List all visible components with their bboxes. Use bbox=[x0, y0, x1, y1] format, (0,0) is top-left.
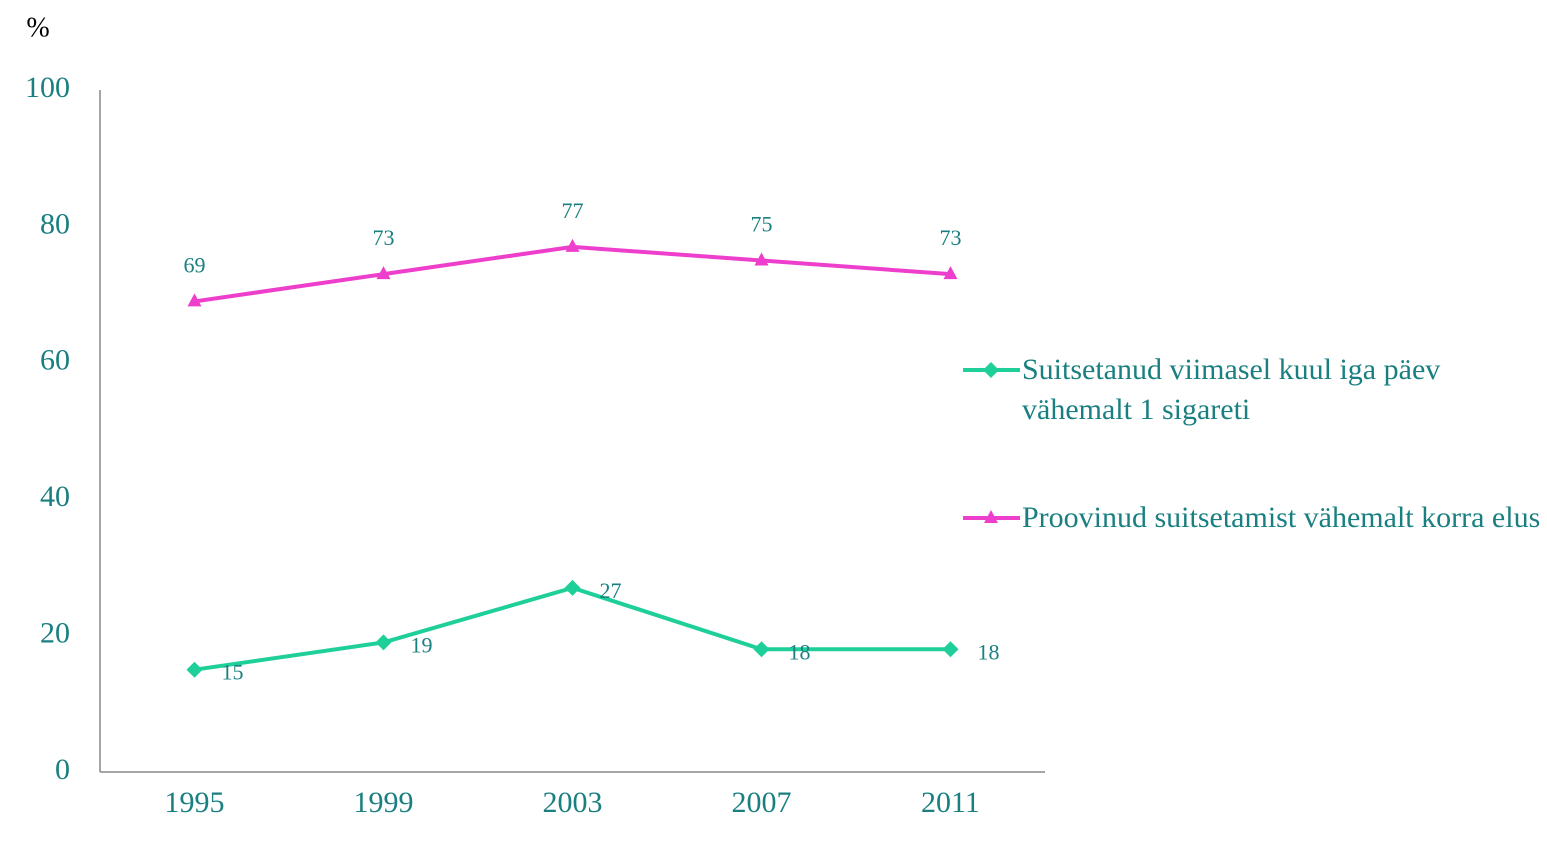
point bbox=[942, 641, 959, 658]
point bbox=[753, 641, 770, 658]
data-label: 18 bbox=[978, 639, 1000, 664]
point bbox=[565, 238, 580, 252]
data-label: 73 bbox=[940, 225, 962, 250]
y-tick-label: 40 bbox=[40, 480, 70, 513]
x-tick-label: 2003 bbox=[543, 786, 603, 819]
data-label: 27 bbox=[600, 578, 622, 603]
data-label: 15 bbox=[222, 660, 244, 685]
point bbox=[376, 266, 391, 280]
point bbox=[754, 252, 769, 266]
x-tick-label: 1995 bbox=[165, 786, 225, 819]
point bbox=[564, 579, 581, 596]
legend-label: Suitsetanud viimasel kuul iga päev vähem… bbox=[1022, 353, 1441, 426]
point bbox=[943, 266, 958, 280]
legend-label: Proovinud suitsetamist vähemalt korra el… bbox=[1022, 501, 1541, 534]
series-line bbox=[194, 585, 951, 672]
point bbox=[186, 661, 203, 678]
y-tick-label: 0 bbox=[55, 753, 70, 786]
x-tick-label: 1999 bbox=[354, 786, 414, 819]
y-axis-label: % bbox=[26, 12, 49, 43]
legend-marker bbox=[984, 510, 998, 523]
y-tick-label: 20 bbox=[40, 616, 70, 649]
x-tick-label: 2011 bbox=[921, 786, 980, 819]
y-tick-label: 100 bbox=[25, 71, 70, 104]
y-tick-label: 80 bbox=[40, 207, 70, 240]
legend-marker bbox=[983, 362, 999, 378]
series-line bbox=[194, 244, 951, 304]
data-label: 69 bbox=[184, 252, 206, 277]
data-label: 73 bbox=[373, 225, 395, 250]
data-label: 77 bbox=[562, 198, 584, 223]
y-tick-label: 60 bbox=[40, 344, 70, 377]
data-label: 75 bbox=[751, 212, 773, 237]
data-label: 19 bbox=[411, 632, 433, 657]
x-tick-label: 2007 bbox=[732, 786, 792, 819]
point bbox=[187, 293, 202, 307]
point bbox=[375, 634, 392, 651]
data-label: 18 bbox=[789, 639, 811, 664]
